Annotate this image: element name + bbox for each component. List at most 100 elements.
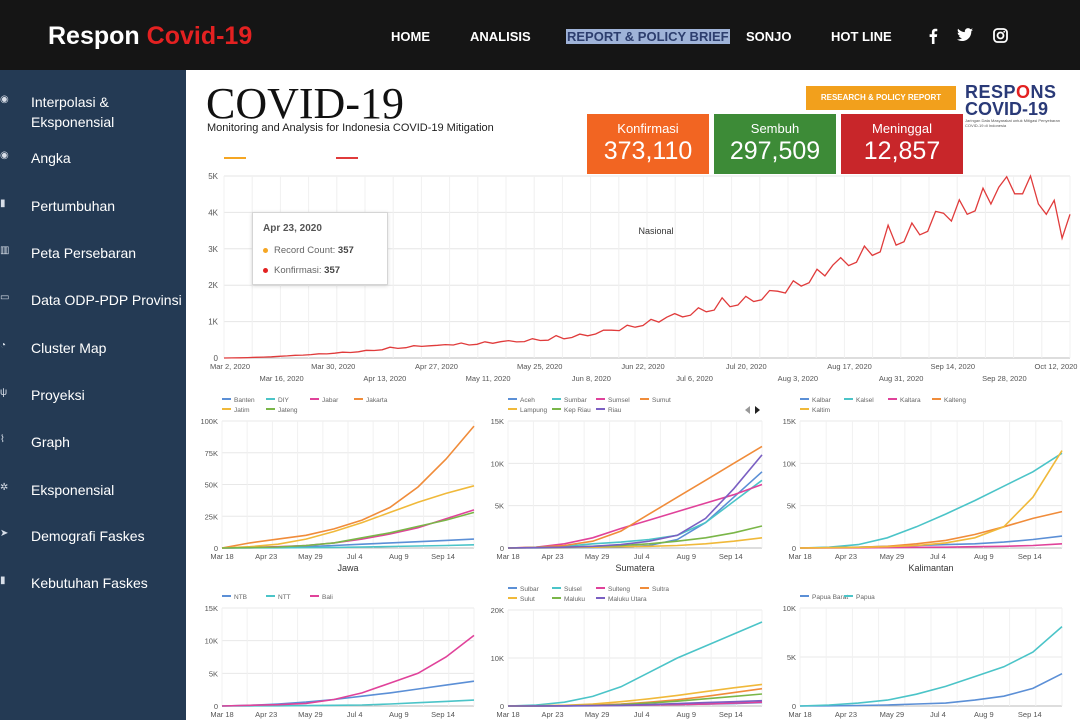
sulawesi-line-chart[interactable]: Sulbar Sulsel Sulteng Sultra Sulut Maluku Malu…	[478, 584, 770, 720]
card-label: Konfirmasi	[617, 121, 679, 136]
x-tick-label: Sep 14, 2020	[930, 362, 975, 371]
twitter-icon[interactable]	[957, 28, 973, 46]
legend-label: Banten	[234, 397, 255, 404]
nav-hot-line[interactable]: HOT LINE	[831, 29, 892, 44]
x-tick-label: Jul 6, 2020	[676, 374, 713, 383]
chart-annotation: Nasional	[638, 226, 673, 236]
tooltip-row-record-count: Record Count: 357	[263, 245, 354, 256]
x-tick-label: Mar 18	[788, 710, 811, 719]
x-tick-label: Sep 14	[1018, 710, 1042, 719]
x-tick-label: Apr 27, 2020	[415, 362, 458, 371]
y-tick-label: 15K	[491, 417, 504, 426]
series-line	[507, 699, 763, 707]
legend-label: Papua	[856, 594, 875, 601]
x-tick-label: Apr 23	[542, 710, 564, 719]
nav-sonjo[interactable]: SONJO	[746, 29, 792, 44]
x-tick-label: Aug 31, 2020	[879, 374, 924, 383]
x-tick-label: Mar 16, 2020	[260, 374, 304, 383]
series-line	[221, 425, 475, 549]
sumatera-line-chart[interactable]: Aceh Sumbar Sumsel Sumut Lampung Kep Riau Riau…	[478, 392, 770, 584]
nav-analisis[interactable]: ANALISIS	[470, 29, 531, 44]
legend-label: Sulteng	[608, 586, 630, 593]
x-tick-label: Aug 9	[676, 710, 696, 719]
pin-icon: ψ	[0, 387, 8, 398]
series-line	[507, 483, 763, 549]
sidebar-item-label: Pertumbuhan	[31, 198, 116, 214]
kalimantan-line-chart[interactable]: Kalbar Kalsel Kaltara Kalteng Kaltim 0 5K 10K 15…	[770, 392, 1070, 584]
x-tick-label: Mar 18	[210, 710, 233, 719]
x-tick-label: Aug 9	[389, 710, 409, 719]
series-line	[221, 699, 475, 707]
x-tick-label: Sep 14	[719, 552, 743, 561]
x-tick-label: Apr 23	[542, 552, 564, 561]
legend-label: DIY	[278, 397, 290, 404]
line-chart-icon: ⌇	[0, 434, 5, 445]
legend-label: Kaltim	[812, 407, 830, 414]
y-tick-label: 2K	[208, 281, 218, 290]
x-tick-label: Aug 3, 2020	[778, 374, 818, 383]
y-tick-label: 15K	[205, 604, 218, 613]
jawa-line-chart[interactable]: Banten DIY Jabar Jakarta Jatim Jateng 0 25K 50K 7…	[192, 392, 482, 584]
x-tick-label: Aug 9	[974, 710, 994, 719]
sidebar-item-label: Angka	[31, 150, 71, 166]
legend-label: Sulsel	[564, 586, 582, 593]
tooltip-row-konfirmasi: Konfirmasi: 357	[263, 265, 340, 276]
instagram-icon[interactable]	[993, 28, 1008, 47]
pie-icon: ◔	[0, 340, 7, 351]
x-tick-label: Apr 23	[835, 710, 857, 719]
x-tick-label: Mar 18	[210, 552, 233, 561]
send-icon: ➤	[0, 528, 9, 539]
sidebar-item-label: Kebutuhan Faskes	[31, 575, 148, 591]
y-tick-label: 5K	[495, 502, 504, 511]
sidebar-item-label: Cluster Map	[31, 340, 107, 356]
research-policy-report-button[interactable]: RESEARCH & POLICY REPORT	[806, 86, 956, 110]
brand-accent: Covid-19	[146, 22, 253, 50]
card-value: 373,110	[603, 137, 693, 165]
nav-home[interactable]: HOME	[391, 29, 430, 44]
x-tick-label: May 29	[880, 552, 905, 561]
x-tick-label: Jul 4	[930, 552, 946, 561]
x-tick-label: Jul 4	[634, 552, 650, 561]
y-tick-label: 4K	[208, 208, 218, 217]
card-label: Meninggal	[872, 121, 932, 136]
bali-nusa-line-chart[interactable]: NTB NTT Bali 0 5K 10K 15K Mar 18 Apr 23 May 29 Jul…	[192, 584, 482, 720]
series-line	[799, 450, 1063, 549]
y-tick-label: 0	[792, 702, 796, 711]
x-tick-label: Sep 14	[1018, 552, 1042, 561]
legend-prev-arrow-icon	[745, 406, 750, 414]
legend-label: NTB	[234, 594, 247, 601]
nav-report-policy-brief[interactable]: REPORT & POLICY BRIEF	[566, 29, 730, 44]
meninggal-card: Meninggal 12,857	[841, 114, 963, 174]
papua-line-chart[interactable]: Papua Barat Papua 0 5K 10K Mar 18 Apr 23 May 29…	[770, 584, 1070, 720]
x-tick-label: Jul 20, 2020	[726, 362, 767, 371]
sidebar-item-label: Demografi Faskes	[31, 528, 145, 544]
x-tick-label: May 29	[880, 710, 905, 719]
x-tick-label: Mar 18	[496, 552, 519, 561]
x-tick-label: Apr 23	[255, 552, 277, 561]
y-tick-label: 5K	[787, 502, 796, 511]
sidebar-item-label: Data ODP-PDP Provinsi	[31, 292, 182, 308]
legend-label: Kalbar	[812, 397, 832, 404]
legend-label: Kalsel	[856, 397, 874, 404]
x-tick-label: Mar 18	[496, 710, 519, 719]
x-tick-label: Sep 14	[431, 710, 455, 719]
x-tick-label: Jul 4	[930, 710, 946, 719]
series-line	[799, 672, 1063, 707]
legend-label: Jakarta	[366, 397, 388, 404]
facebook-icon[interactable]	[928, 28, 938, 48]
legend-label: Maluku Utara	[608, 596, 647, 603]
x-tick-label: Apr 23	[835, 552, 857, 561]
tooltip-date: Apr 23, 2020	[263, 223, 322, 234]
brand-logo[interactable]: Respon Covid-19	[48, 22, 252, 51]
x-tick-label: May 29	[298, 552, 323, 561]
legend-next-arrow-icon	[755, 406, 760, 414]
x-tick-label: Mar 2, 2020	[210, 362, 250, 371]
legend-label: Sultra	[652, 586, 669, 593]
sidebar-item-label: Eksponensial	[31, 482, 115, 498]
x-tick-label: Jun 8, 2020	[572, 374, 611, 383]
card-value: 297,509	[729, 137, 821, 165]
x-tick-label: May 25, 2020	[517, 362, 562, 371]
y-tick-label: 0	[214, 544, 218, 553]
legend-label: Kalteng	[944, 397, 966, 404]
page-title: COVID-19	[206, 79, 404, 128]
